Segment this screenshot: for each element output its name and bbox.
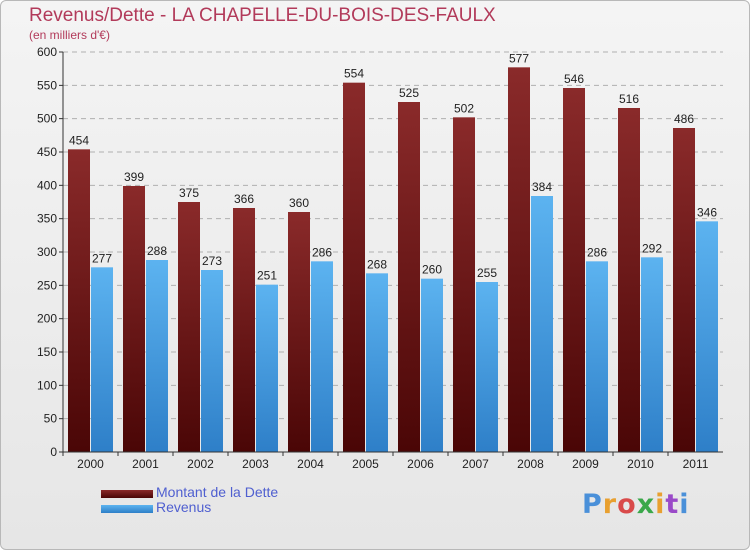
x-tick-label: 2008 — [517, 457, 544, 471]
bar-debt-2004 — [288, 212, 310, 452]
x-tick-label: 2009 — [572, 457, 599, 471]
data-label-revenue-2008: 384 — [532, 180, 552, 194]
data-label-revenue-2001: 288 — [147, 244, 167, 258]
data-label-debt-2003: 366 — [234, 192, 254, 206]
bar-revenue-2004 — [311, 261, 333, 452]
bar-debt-2003 — [233, 208, 255, 452]
data-label-revenue-2003: 251 — [257, 269, 277, 283]
bar-revenue-2011 — [696, 221, 718, 452]
data-label-debt-2004: 360 — [289, 196, 309, 210]
data-label-debt-2010: 516 — [619, 92, 639, 106]
bar-revenue-2002 — [201, 270, 223, 452]
y-tick-label: 50 — [44, 412, 58, 426]
y-tick-label: 350 — [37, 212, 57, 226]
chart-subtitle: (en milliers d'€) — [29, 28, 110, 42]
legend-swatch-debt — [101, 490, 153, 498]
y-tick-label: 400 — [37, 178, 57, 192]
data-label-debt-2006: 525 — [399, 86, 419, 100]
data-label-debt-2000: 454 — [69, 133, 89, 147]
legend-label-revenue: Revenus — [156, 499, 212, 515]
bar-revenue-2006 — [421, 278, 443, 452]
y-tick-label: 600 — [37, 45, 57, 59]
data-label-debt-2002: 375 — [179, 186, 199, 200]
x-tick-label: 2000 — [77, 457, 104, 471]
data-label-revenue-2000: 277 — [92, 251, 112, 265]
data-label-debt-2001: 399 — [124, 170, 144, 184]
bar-debt-2009 — [563, 88, 585, 452]
data-label-revenue-2007: 255 — [477, 266, 497, 280]
bar-revenue-2007 — [476, 282, 498, 452]
x-tick-label: 2011 — [683, 457, 709, 471]
bar-revenue-2010 — [641, 257, 663, 452]
data-label-debt-2007: 502 — [454, 101, 474, 115]
bar-debt-2000 — [68, 149, 90, 453]
y-tick-label: 250 — [37, 278, 57, 292]
x-tick-label: 2002 — [187, 457, 214, 471]
y-tick-label: 0 — [50, 445, 57, 459]
bar-revenue-2008 — [531, 196, 553, 452]
data-label-revenue-2006: 260 — [422, 263, 442, 277]
bar-revenue-2005 — [366, 273, 388, 452]
bar-revenue-2000 — [91, 267, 113, 452]
y-tick-label: 150 — [37, 345, 57, 359]
x-tick-label: 2005 — [352, 457, 379, 471]
y-tick-label: 100 — [37, 378, 57, 392]
x-tick-label: 2007 — [462, 457, 489, 471]
chart-title: Revenus/Dette - LA CHAPELLE-DU-BOIS-DES-… — [29, 5, 496, 26]
legend-label-debt: Montant de la Dette — [156, 484, 279, 500]
y-tick-label: 500 — [37, 112, 57, 126]
bar-debt-2001 — [123, 186, 145, 452]
data-label-revenue-2011: 346 — [697, 205, 717, 219]
data-label-revenue-2010: 292 — [642, 241, 662, 255]
data-label-debt-2009: 546 — [564, 72, 584, 86]
bar-revenue-2001 — [146, 260, 168, 452]
bar-revenue-2003 — [256, 284, 278, 452]
bar-debt-2010 — [618, 108, 640, 452]
x-tick-label: 2003 — [242, 457, 269, 471]
bar-debt-2011 — [673, 128, 695, 452]
bar-debt-2005 — [343, 82, 365, 453]
x-tick-label: 2010 — [627, 457, 654, 471]
data-label-revenue-2005: 268 — [367, 257, 387, 271]
y-tick-label: 550 — [37, 78, 57, 92]
data-label-debt-2005: 554 — [344, 67, 364, 81]
proxiti-logo: Proxiti — [582, 489, 690, 520]
data-label-revenue-2004: 286 — [312, 245, 332, 259]
y-tick-label: 200 — [37, 312, 57, 326]
bar-debt-2007 — [453, 117, 475, 452]
bar-debt-2008 — [508, 67, 530, 452]
data-label-debt-2008: 577 — [509, 51, 529, 65]
x-tick-label: 2004 — [297, 457, 324, 471]
x-tick-label: 2006 — [407, 457, 434, 471]
bar-revenue-2009 — [586, 261, 608, 452]
data-label-debt-2011: 486 — [674, 112, 694, 126]
legend-swatch-revenue — [101, 505, 153, 513]
y-tick-label: 450 — [37, 145, 57, 159]
bar-debt-2002 — [178, 202, 200, 452]
bar-debt-2006 — [398, 102, 420, 452]
x-tick-label: 2001 — [132, 457, 159, 471]
data-label-revenue-2002: 273 — [202, 254, 222, 268]
y-tick-label: 300 — [37, 245, 57, 259]
data-label-revenue-2009: 286 — [587, 245, 607, 259]
